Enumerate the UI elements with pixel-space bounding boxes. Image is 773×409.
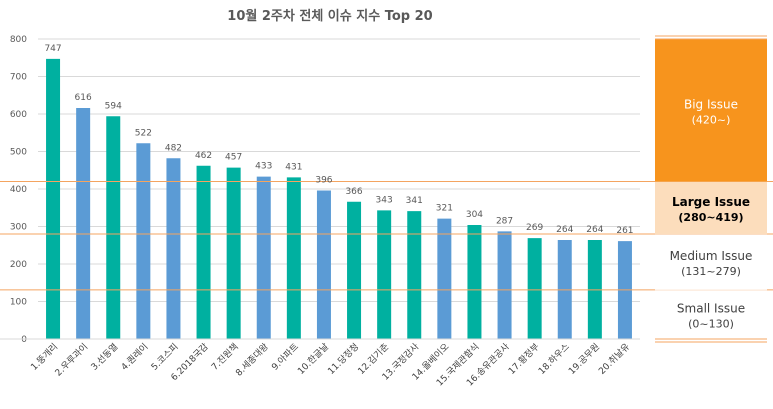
data-label: 396 bbox=[315, 176, 332, 186]
y-tick-label: 600 bbox=[10, 110, 27, 120]
bar bbox=[76, 108, 91, 339]
legend-label: Big Issue bbox=[684, 97, 738, 111]
category-label: 1.뚱개리 bbox=[29, 341, 60, 372]
bars bbox=[46, 58, 632, 339]
legend-item: Small Issue (0~130) bbox=[655, 290, 767, 339]
legend-item: Medium Issue (131~279) bbox=[655, 234, 767, 290]
category-label: 5.코스피 bbox=[149, 341, 180, 372]
y-tick-label: 400 bbox=[10, 185, 27, 195]
y-tick-label: 300 bbox=[10, 223, 27, 233]
data-label: 341 bbox=[406, 196, 423, 206]
bar bbox=[407, 211, 422, 339]
y-tick-label: 700 bbox=[10, 73, 27, 83]
bar bbox=[467, 225, 482, 339]
legend-swatch bbox=[655, 234, 767, 290]
legend-label: Large Issue bbox=[672, 195, 750, 209]
y-tick-label: 800 bbox=[10, 35, 27, 45]
data-label: 616 bbox=[75, 93, 92, 103]
legend-swatch bbox=[655, 181, 767, 234]
category-label: 3.선동열 bbox=[89, 341, 120, 372]
y-tick-label: 200 bbox=[10, 260, 27, 270]
bar bbox=[256, 176, 271, 339]
bar bbox=[46, 58, 61, 339]
legend-item: Large Issue (280~419) bbox=[655, 181, 767, 234]
data-labels: 747 616 594 522 482 462 457 433 431 396 366 343 341 3… bbox=[44, 44, 633, 236]
y-tick-label: 0 bbox=[21, 335, 27, 345]
bar bbox=[527, 238, 542, 339]
category-label: 7.진원책 bbox=[209, 341, 241, 373]
chart-title: 10월 2주차 전체 이슈 지수 Top 20 bbox=[227, 8, 432, 24]
category-label: 9.아파트 bbox=[270, 341, 301, 372]
data-label: 366 bbox=[345, 187, 362, 197]
data-label: 264 bbox=[556, 225, 573, 235]
bar bbox=[316, 190, 331, 339]
data-label: 747 bbox=[44, 44, 61, 54]
data-label: 321 bbox=[436, 204, 453, 214]
category-label: 20.취날유 bbox=[597, 341, 632, 376]
data-label: 343 bbox=[376, 195, 393, 205]
category-label: 4.퀀레이 bbox=[118, 341, 150, 373]
data-label: 433 bbox=[255, 162, 272, 172]
legend-label: Medium Issue bbox=[670, 249, 753, 263]
bar bbox=[437, 218, 452, 339]
category-label: 19.공무원 bbox=[567, 341, 602, 376]
category-label: 18.하우스 bbox=[536, 341, 571, 376]
bar bbox=[196, 165, 211, 339]
legend-range: (131~279) bbox=[681, 265, 741, 278]
y-tick-label: 500 bbox=[10, 148, 27, 158]
legend-range: (280~419) bbox=[678, 211, 743, 224]
category-label: 17.황정부 bbox=[506, 341, 541, 376]
bar bbox=[286, 177, 301, 339]
bar bbox=[347, 201, 362, 339]
data-label: 462 bbox=[195, 151, 212, 161]
data-label: 522 bbox=[135, 128, 152, 138]
bar bbox=[166, 158, 181, 339]
category-label: 2.우루과이 bbox=[53, 341, 90, 378]
data-label: 594 bbox=[105, 101, 122, 111]
category-label: 10.한글날 bbox=[296, 341, 331, 376]
legend-swatch bbox=[655, 290, 767, 339]
legend-range: (420~) bbox=[692, 113, 731, 126]
data-label: 264 bbox=[586, 225, 603, 235]
data-label: 304 bbox=[466, 210, 483, 220]
legend-item: Big Issue (420~) bbox=[655, 39, 767, 182]
bar bbox=[136, 143, 151, 339]
y-axis-tick-labels: 0 100 200 300 400 500 600 700 800 bbox=[10, 35, 27, 345]
data-label: 261 bbox=[616, 226, 633, 236]
data-label: 431 bbox=[285, 162, 302, 172]
legend-label: Small Issue bbox=[677, 302, 745, 316]
category-label: 11.당정청 bbox=[326, 341, 361, 376]
gridlines bbox=[38, 38, 640, 340]
bar bbox=[377, 210, 392, 339]
y-tick-label: 100 bbox=[10, 298, 27, 308]
data-label: 482 bbox=[165, 143, 182, 153]
bar bbox=[497, 231, 512, 339]
threshold-lines bbox=[0, 181, 773, 340]
legend-swatch bbox=[655, 39, 767, 182]
bar bbox=[106, 116, 121, 339]
category-label: 8.세종대왕 bbox=[234, 341, 271, 378]
legend-range: (0~130) bbox=[688, 318, 734, 331]
data-label: 269 bbox=[526, 223, 543, 233]
issue-level-legend: Big Issue (420~) Large Issue (280~419) Mediu… bbox=[655, 35, 767, 343]
data-label: 287 bbox=[496, 216, 513, 226]
bar bbox=[226, 167, 241, 339]
data-label: 457 bbox=[225, 153, 242, 163]
